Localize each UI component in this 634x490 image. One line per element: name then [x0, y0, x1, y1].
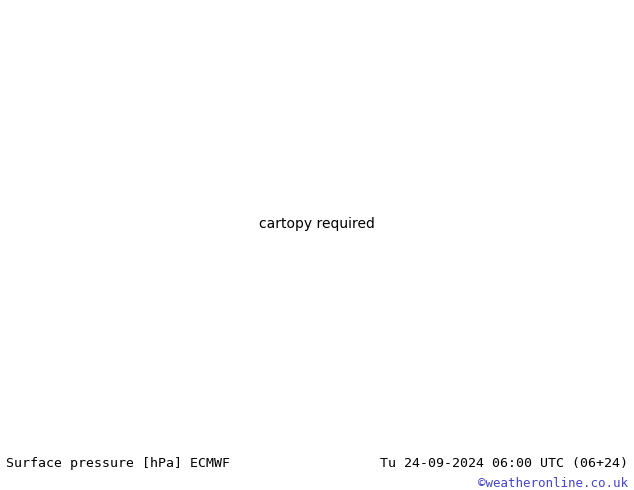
Text: Tu 24-09-2024 06:00 UTC (06+24): Tu 24-09-2024 06:00 UTC (06+24) — [380, 458, 628, 470]
Text: cartopy required: cartopy required — [259, 217, 375, 231]
Text: Surface pressure [hPa] ECMWF: Surface pressure [hPa] ECMWF — [6, 458, 230, 470]
Text: ©weatheronline.co.uk: ©weatheronline.co.uk — [477, 477, 628, 490]
